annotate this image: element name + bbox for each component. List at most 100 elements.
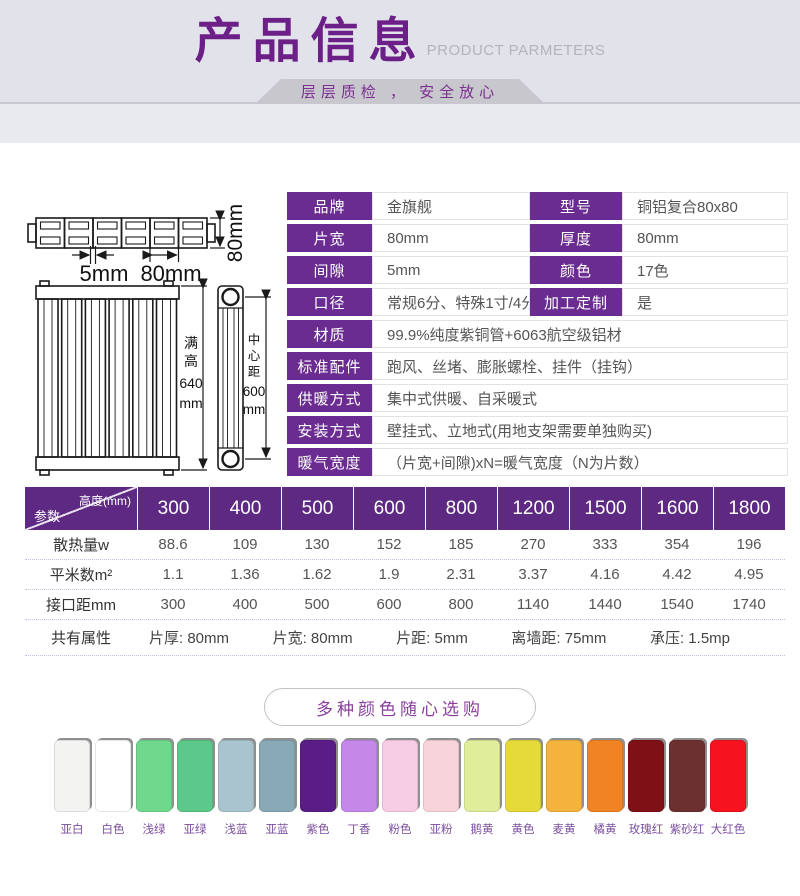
color-swatch: 麦黄: [546, 740, 582, 837]
spec-row: 品牌 金旗舰 型号 铜铝复合80x80: [287, 192, 788, 220]
table-cell: 4.42: [662, 566, 692, 583]
common-attribute: 离墙距: 75mm: [511, 630, 607, 647]
swatch-chip: [136, 740, 172, 812]
table-row: 接口距mm 300 400 500 600 800 1140 1440 1540…: [25, 590, 785, 620]
swatch-name: 丁香: [347, 824, 371, 836]
spec-label: 口径: [287, 288, 372, 316]
spec-label: 加工定制: [530, 288, 622, 316]
table-cell: 4.16: [590, 566, 620, 583]
swatch-chip: [464, 740, 500, 812]
color-swatch: 玫瑰红: [628, 740, 664, 837]
spec-value: 常规6分、特殊1寸/4分: [372, 288, 530, 316]
spec-row: 供暖方式 集中式供暖、自采暖式: [287, 384, 788, 412]
spec-row: 口径 常规6分、特殊1寸/4分 加工定制 是: [287, 288, 788, 316]
page-header: 产品信息 PRODUCT PARMETERS 层层质检 ， 安全放心: [0, 0, 800, 143]
spec-label: 颜色: [530, 256, 622, 284]
depth-dimension: [210, 210, 225, 249]
color-swatch: 丁香: [341, 740, 377, 837]
table-cell: 270: [520, 536, 546, 553]
swatch-chip: [341, 740, 377, 812]
common-attribute: 承压: 1.5mp: [649, 630, 730, 647]
color-swatch: 亚粉: [423, 740, 459, 837]
gap-dimension: [72, 246, 114, 264]
spec-value: 80mm: [372, 224, 530, 252]
table-cell: 354: [664, 536, 690, 553]
spec-value: 是: [622, 288, 788, 316]
color-swatches: 亚白 白色 浅绿 亚绿 浅蓝 亚蓝 紫色 丁香 粉色 亚粉 鹅黄 黄色: [0, 740, 800, 837]
color-swatch: 黄色: [505, 740, 541, 837]
table-cell: 1740: [732, 596, 766, 613]
table-cell: 300: [160, 596, 186, 613]
svg-text:高: 高: [184, 353, 198, 369]
common-attributes-list: 片厚: 80mm 片宽: 80mm 片距: 5mm 离墙距: 75mm 承压: …: [137, 627, 785, 648]
color-swatch: 大红色: [710, 740, 746, 837]
swatch-chip: [177, 740, 213, 812]
color-swatch: 浅蓝: [218, 740, 254, 837]
spec-value: 5mm: [372, 256, 530, 284]
height-column-header: 1600: [642, 487, 713, 530]
corner-bottom-label: 参数: [34, 509, 61, 524]
parameter-table-header: 高度(mm) 参数 300 400 500 600 800 1200 1500 …: [25, 487, 785, 530]
height-column-header: 1500: [570, 487, 641, 530]
swatch-chip: [218, 740, 254, 812]
quality-banner: 层层质检 ， 安全放心: [255, 79, 545, 104]
swatch-name: 浅绿: [142, 824, 166, 836]
color-section-title: 多种颜色随心选购: [264, 688, 536, 726]
spec-value: 壁挂式、立地式(用地支架需要单独购买): [372, 416, 788, 444]
spec-label: 厚度: [530, 224, 622, 252]
spec-row: 材质 99.9%纯度紫铜管+6063航空级铝材: [287, 320, 788, 348]
table-cell: 1.36: [230, 566, 260, 583]
spec-label: 供暖方式: [287, 384, 372, 412]
swatch-chip: [95, 740, 131, 812]
table-cell: 152: [376, 536, 402, 553]
swatch-chip: [300, 740, 336, 812]
spec-row: 片宽 80mm 厚度 80mm: [287, 224, 788, 252]
color-swatch: 紫色: [300, 740, 336, 837]
swatch-chip: [546, 740, 582, 812]
common-attribute: 片宽: 80mm: [272, 630, 353, 647]
spec-label: 片宽: [287, 224, 372, 252]
svg-text:mm: mm: [179, 395, 202, 411]
color-swatch: 白色: [95, 740, 131, 837]
header-card: 产品信息 PRODUCT PARMETERS 层层质检 ， 安全放心: [0, 0, 800, 104]
spec-value: 99.9%纯度紫铜管+6063航空级铝材: [372, 320, 788, 348]
page-title: 产品信息: [194, 15, 427, 68]
swatch-name: 麦黄: [552, 824, 576, 836]
height-column-header: 1200: [498, 487, 569, 530]
swatch-name: 紫色: [306, 824, 330, 836]
row-label: 共有属性: [50, 630, 111, 647]
spec-label: 暖气宽度: [287, 448, 372, 476]
table-cell: 800: [448, 596, 474, 613]
swatch-name: 粉色: [388, 824, 412, 836]
height-column-header: 500: [282, 487, 353, 530]
depth-label: 80mm: [224, 204, 247, 262]
gap-label: 5mm: [80, 261, 129, 286]
color-swatch: 鹅黄: [464, 740, 500, 837]
table-cell: 600: [376, 596, 402, 613]
table-cell: 109: [232, 536, 258, 553]
swatch-name: 紫砂红: [669, 824, 705, 836]
side-view: [217, 285, 244, 471]
spec-value: 80mm: [622, 224, 788, 252]
spec-row: 暖气宽度 （片宽+间隙)xN=暖气宽度（N为片数）: [287, 448, 788, 476]
table-cell: 500: [304, 596, 330, 613]
parameter-table: 高度(mm) 参数 300 400 500 600 800 1200 1500 …: [25, 487, 785, 656]
color-swatch: 紫砂红: [669, 740, 705, 837]
table-cell: 3.37: [518, 566, 548, 583]
table-cell: 1.62: [302, 566, 332, 583]
color-swatch: 粉色: [382, 740, 418, 837]
svg-text:mm: mm: [243, 402, 266, 417]
color-swatch: 亚白: [54, 740, 90, 837]
table-cell: 400: [232, 596, 258, 613]
svg-text:满: 满: [184, 335, 198, 351]
table-cell: 2.31: [446, 566, 476, 583]
center-distance-dimension: [245, 289, 271, 460]
spec-label: 型号: [530, 192, 622, 220]
swatch-name: 黄色: [511, 824, 535, 836]
spec-label: 安装方式: [287, 416, 372, 444]
table-cell: 333: [592, 536, 618, 553]
width-dimension: [142, 248, 180, 262]
radiator-diagram: 80mm 5mm 80mm: [27, 204, 271, 476]
table-cell: 4.95: [734, 566, 764, 583]
common-attributes-row: 共有属性 片厚: 80mm 片宽: 80mm 片距: 5mm 离墙距: 75mm…: [25, 620, 785, 656]
